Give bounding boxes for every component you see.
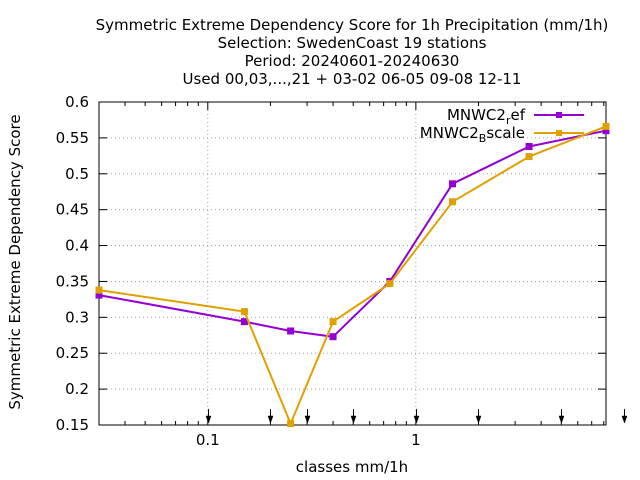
y-tick-label: 0.4 bbox=[65, 237, 89, 255]
data-point bbox=[240, 308, 248, 316]
y-tick-label: 0.35 bbox=[56, 272, 89, 290]
y-tick-label: 0.3 bbox=[65, 308, 89, 326]
class-arrow-head bbox=[350, 415, 357, 424]
data-point bbox=[386, 280, 394, 288]
legend-label: MNWC2Bscale bbox=[420, 124, 525, 145]
legend-entry: MNWC2ref bbox=[447, 106, 584, 127]
class-arrows bbox=[205, 409, 628, 424]
y-axis-title: Symmetric Extreme Dependency Score bbox=[6, 114, 24, 409]
data-point bbox=[525, 153, 533, 161]
data-point bbox=[449, 180, 457, 188]
data-point bbox=[602, 122, 610, 130]
data-point bbox=[525, 143, 533, 151]
plot-frame bbox=[98, 101, 607, 426]
series bbox=[95, 122, 610, 428]
series-line bbox=[98, 125, 607, 425]
y-tick-label: 0.2 bbox=[65, 380, 89, 398]
y-tick-label: 0.45 bbox=[56, 201, 89, 219]
title-line-2: Selection: SwedenCoast 19 stations bbox=[218, 34, 487, 52]
class-arrow-head bbox=[621, 415, 628, 424]
data-point bbox=[287, 327, 295, 335]
series-1 bbox=[95, 122, 610, 428]
series-line bbox=[98, 129, 607, 338]
class-arrow-head bbox=[475, 415, 482, 424]
class-arrow-head bbox=[304, 415, 311, 424]
y-tick-label: 0.25 bbox=[56, 344, 89, 362]
class-arrow-head bbox=[413, 415, 420, 424]
class-arrow-head bbox=[205, 415, 212, 424]
y-tick-label: 0.6 bbox=[65, 93, 89, 111]
legend-label: MNWC2ref bbox=[447, 106, 526, 127]
grid bbox=[99, 102, 606, 425]
legend-marker bbox=[556, 130, 562, 136]
y-tick-label: 0.5 bbox=[65, 165, 89, 183]
x-tick-label: 1 bbox=[411, 431, 421, 449]
class-arrow-head bbox=[267, 415, 274, 424]
chart-title: Symmetric Extreme Dependency Score for 1… bbox=[96, 16, 609, 88]
data-point bbox=[95, 286, 103, 294]
title-line-1: Symmetric Extreme Dependency Score for 1… bbox=[96, 16, 609, 34]
data-point bbox=[287, 420, 295, 428]
x-tick-label: 0.1 bbox=[196, 431, 220, 449]
data-point bbox=[329, 318, 337, 326]
legend-entry: MNWC2Bscale bbox=[420, 124, 584, 145]
data-point bbox=[329, 333, 337, 341]
y-tick-label: 0.55 bbox=[56, 129, 89, 147]
legend-marker bbox=[556, 112, 562, 118]
data-point bbox=[240, 318, 248, 326]
class-arrow-head bbox=[558, 415, 565, 424]
x-axis-title: classes mm/1h bbox=[296, 458, 408, 476]
axes: 0.15 0.2 0.25 0.3 0.35 0.4 0.45 0.5 0.55 0.6 0.1 1 bbox=[56, 93, 607, 449]
title-line-4: Used 00,03,...,21 + 03-02 06-05 09-08 12… bbox=[183, 70, 522, 88]
title-line-3: Period: 20240601-20240630 bbox=[245, 52, 460, 70]
y-tick-label: 0.15 bbox=[56, 416, 89, 434]
data-point bbox=[449, 198, 457, 206]
series-0 bbox=[95, 127, 610, 341]
